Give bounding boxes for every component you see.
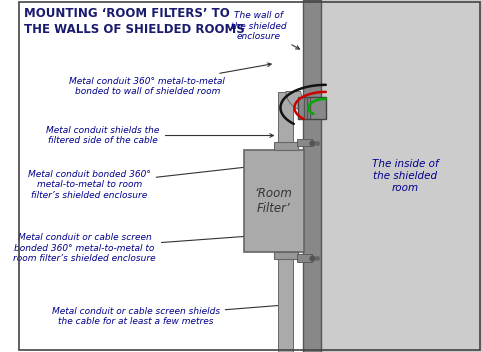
Text: ‘Room
Filter’: ‘Room Filter’ [255,187,293,215]
Bar [17,0,303,352]
Bar [274,252,298,259]
Bar [243,150,304,252]
Text: Metal conduit 360° metal-to-metal
bonded to wall of shielded room: Metal conduit 360° metal-to-metal bonded… [69,63,271,96]
Bar [315,102,323,113]
Bar [297,254,312,262]
Text: Metal conduit shields the
filtered side of the cable: Metal conduit shields the filtered side … [46,126,273,145]
Polygon shape [286,92,315,113]
Text: Metal conduit or cable screen shields
the cable for at least a few metres: Metal conduit or cable screen shields th… [52,303,287,327]
Text: THE WALLS OF SHIELDED ROOMS: THE WALLS OF SHIELDED ROOMS [24,23,245,36]
Bar [321,0,482,352]
Bar [279,92,293,142]
Bar [298,97,326,119]
Bar [279,259,293,352]
Bar [297,139,312,146]
Text: Metal conduit or cable screen
bonded 360° metal-to-metal to
room filter’s shield: Metal conduit or cable screen bonded 360… [13,233,272,263]
Bar [274,142,298,150]
Text: Metal conduit bonded 360°
metal-to-metal to room
filter’s shielded enclosure: Metal conduit bonded 360° metal-to-metal… [28,163,272,200]
Text: The wall of
the shielded
enclosure: The wall of the shielded enclosure [231,12,299,49]
Text: The inside of
the shielded
room: The inside of the shielded room [372,159,439,193]
Bar [303,0,321,352]
Text: MOUNTING ‘ROOM FILTERS’ TO: MOUNTING ‘ROOM FILTERS’ TO [24,7,230,20]
